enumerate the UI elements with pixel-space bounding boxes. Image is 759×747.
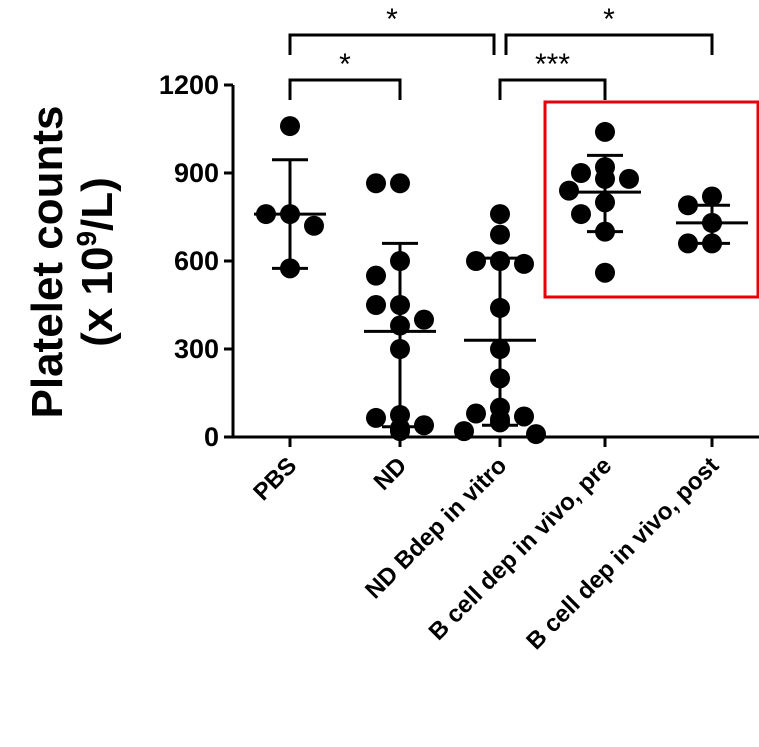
data-point [390, 315, 410, 336]
data-point [595, 121, 615, 142]
data-point [490, 368, 510, 389]
data-point [490, 251, 510, 271]
significance-bracket [498, 78, 607, 100]
significance-brackets: * **** * [288, 3, 714, 100]
data-point [595, 221, 615, 242]
data-point [490, 412, 510, 433]
data-point [526, 424, 546, 445]
highlight-rectangle [543, 100, 759, 299]
y-axis-label-prefix: (x 10 [73, 247, 122, 347]
data-point [595, 168, 615, 189]
data-point [304, 215, 324, 236]
significance-label: * [386, 3, 398, 36]
data-point [595, 192, 615, 213]
y-axis-label-line1: Platelet counts [23, 106, 72, 419]
significance-bracket [504, 33, 714, 55]
y-axis-label-suffix: /L) [73, 177, 122, 231]
data-point [678, 233, 698, 254]
significance-bracket [288, 33, 496, 55]
data-point [366, 173, 386, 194]
y-tick-label: 300 [174, 334, 219, 364]
data-point [414, 415, 434, 436]
data-point [390, 339, 410, 359]
x-tick-label: B cell dep in vivo, post [521, 452, 724, 655]
data-point [702, 186, 722, 207]
data-point [702, 212, 722, 233]
x-tick-label: ND [369, 452, 413, 496]
data-point [366, 295, 386, 315]
significance-label: *** [535, 48, 570, 81]
data-point [702, 233, 722, 254]
highlight-box [543, 100, 759, 299]
data-point [490, 339, 510, 359]
data-point [414, 309, 434, 330]
data-point [678, 195, 698, 216]
y-axis-label-line2: (x 109/L) [71, 177, 122, 347]
significance-bracket [288, 78, 402, 100]
data-point [466, 403, 486, 424]
y-tick-label: 0 [204, 422, 219, 452]
data-point [595, 262, 615, 283]
data-point [280, 116, 300, 137]
data-point [490, 297, 510, 318]
significance-label: * [339, 48, 351, 81]
data-point [571, 163, 591, 183]
data-point [571, 204, 591, 225]
y-tick-label: 900 [174, 158, 219, 188]
data-point [490, 204, 510, 225]
data-point [490, 224, 510, 245]
y-ticks: 0 300 600 900 1200 [159, 70, 233, 452]
data-point [514, 253, 534, 274]
y-axis-label: Platelet counts (x 109/L) [23, 106, 122, 419]
x-tick-label: B cell dep in vivo, pre [424, 452, 618, 646]
data-point [466, 251, 486, 271]
data-point [514, 406, 534, 427]
y-tick-label: 600 [174, 246, 219, 276]
data-point [454, 421, 474, 442]
data-point [559, 180, 579, 201]
data-point [390, 295, 410, 315]
data-point [256, 204, 276, 225]
y-axis-label-exponent: 9 [71, 231, 102, 247]
significance-label: * [603, 3, 615, 36]
y-tick-label: 1200 [159, 70, 219, 100]
data-points [256, 116, 722, 445]
data-point [390, 173, 410, 194]
data-point [366, 407, 386, 428]
data-point [280, 258, 300, 279]
data-point [280, 204, 300, 225]
data-point [366, 265, 386, 286]
x-tick-label: PBS [248, 452, 302, 506]
data-point [390, 251, 410, 271]
data-point [390, 421, 410, 442]
data-point [619, 168, 639, 189]
